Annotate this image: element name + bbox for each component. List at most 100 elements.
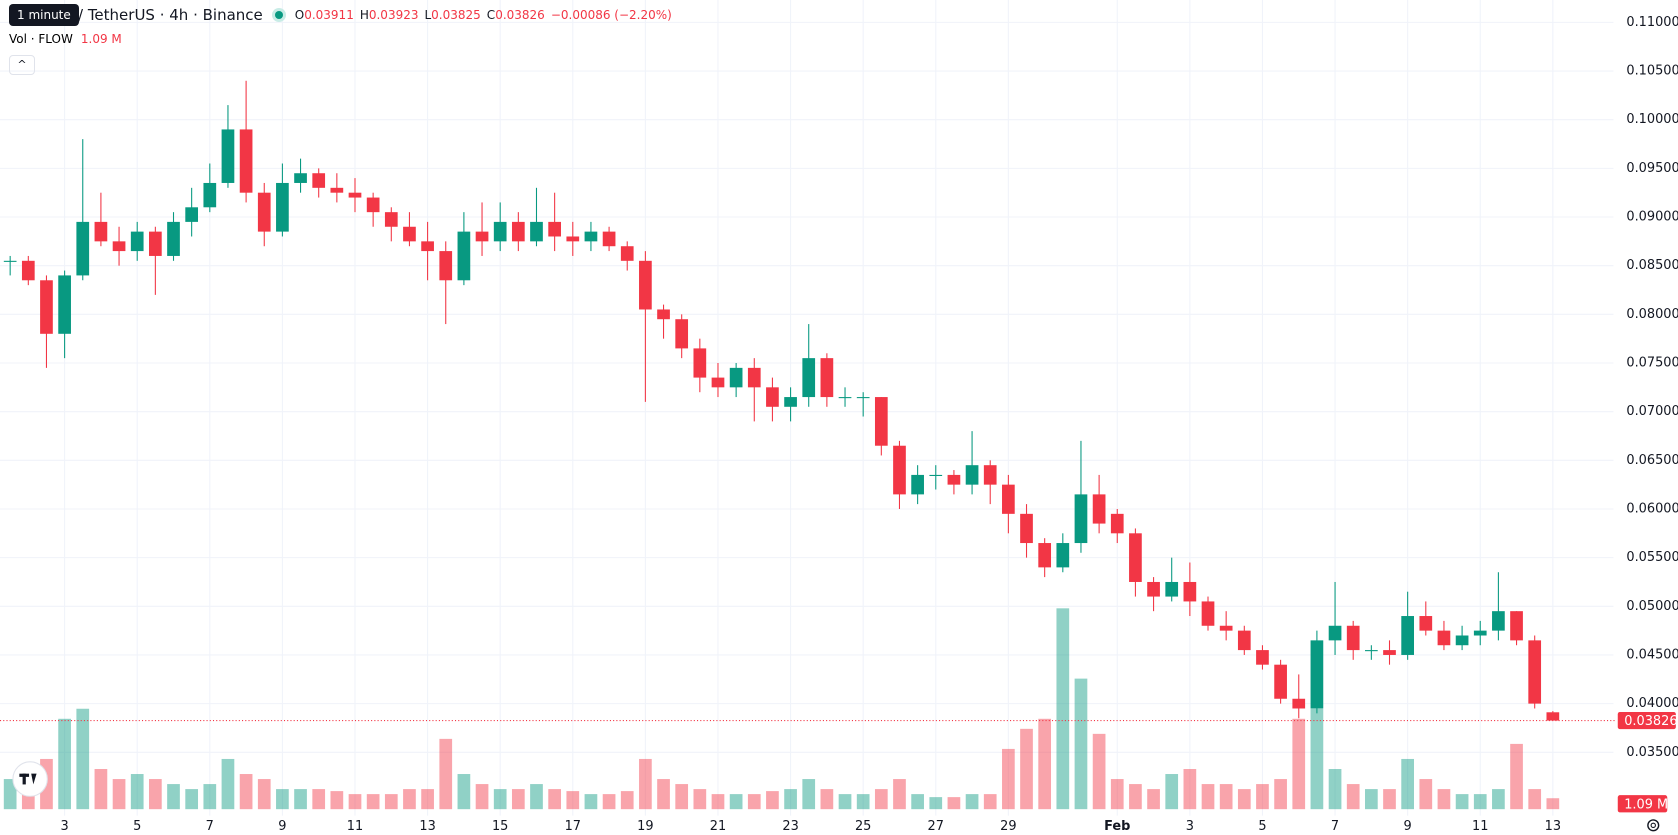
candle-body [747, 367, 761, 388]
y-tick-label: 0.07000 [1626, 404, 1678, 419]
candle-body [221, 129, 235, 183]
price-badge-label: 0.03826 [1624, 714, 1677, 729]
volume-badge [1617, 795, 1668, 813]
volume-bar [584, 794, 598, 810]
candle-body [1473, 630, 1487, 636]
volume-bar [1292, 718, 1306, 810]
symbol: / TetherUS · 4h · Binance [78, 6, 263, 24]
volume-bar [947, 797, 961, 810]
volume-bar [820, 789, 834, 810]
candle-body [784, 397, 797, 407]
candle-body [1038, 543, 1052, 568]
candle-body [820, 358, 834, 398]
candle-body [493, 221, 507, 242]
candle-body [1510, 611, 1523, 641]
x-tick-label: 25 [855, 819, 871, 834]
volume-bar [639, 758, 652, 810]
x-tick-label: 11 [1472, 819, 1488, 834]
volume-bar [1401, 758, 1415, 810]
candle-body [76, 221, 90, 276]
y-tick-label: 0.10500 [1626, 64, 1678, 79]
candle-body [21, 260, 35, 281]
volume-bar [747, 794, 761, 810]
x-tick-label: 9 [1404, 819, 1412, 834]
ohlc-letter: L [424, 8, 432, 22]
volume-bar [1129, 784, 1142, 810]
candle-body [983, 465, 997, 485]
volume-title: Vol · FLOW [9, 32, 73, 46]
candle-body [294, 173, 307, 183]
volume-bar [1219, 784, 1233, 810]
candle-body [911, 474, 924, 495]
candle-body [3, 260, 17, 262]
candle-body [639, 260, 652, 310]
candle-body [475, 231, 489, 242]
settings-icon[interactable] [1647, 819, 1660, 832]
y-tick-label: 0.06000 [1626, 501, 1678, 516]
status-dot [274, 11, 283, 19]
candle-body [874, 397, 888, 446]
volume-bar [58, 718, 71, 810]
ohlc-letter: H [359, 8, 369, 22]
x-tick-label: 17 [565, 819, 581, 834]
volume-bar [384, 794, 398, 810]
volume-bar [566, 791, 580, 810]
candle-body [1455, 635, 1469, 646]
candle-body [1092, 494, 1106, 524]
candle-body [838, 397, 852, 399]
volume-bar [149, 779, 162, 810]
candle-body [1328, 625, 1342, 641]
volume-bar [530, 784, 543, 810]
candle-body [1183, 581, 1197, 602]
volume-bar [457, 774, 471, 810]
volume-bar [511, 789, 525, 810]
volume-bar [893, 779, 906, 810]
volume-bar [1455, 794, 1469, 810]
volume-bar [475, 784, 489, 810]
volume-bar [130, 774, 144, 810]
candle-body [1129, 533, 1142, 582]
candle-body [856, 397, 870, 399]
candle-body [276, 182, 289, 232]
candle-body [1165, 581, 1179, 597]
price-badge [1617, 711, 1676, 730]
volume-bar [1346, 784, 1360, 810]
volume-bar [729, 794, 743, 810]
candle-body [548, 221, 561, 237]
candle-body [40, 280, 53, 334]
volume-bar [657, 779, 670, 810]
y-tick-label: 0.07500 [1626, 355, 1678, 370]
candle-body [403, 226, 416, 242]
volume-bar [1092, 733, 1106, 810]
volume-bar [1328, 769, 1342, 810]
y-tick-label: 0.09500 [1626, 161, 1678, 176]
volume-bar [1383, 789, 1396, 810]
candle-body [1020, 513, 1033, 544]
volume-bar [1546, 798, 1560, 810]
x-tick-label: 3 [1186, 819, 1194, 834]
candle-body [893, 445, 906, 495]
volume-bar [1201, 784, 1215, 810]
volume-badge-label: 1.09 M [1624, 797, 1668, 812]
volume-bar [1364, 789, 1378, 810]
volume-bar [94, 769, 108, 810]
volume-bar [802, 779, 816, 810]
candle-body [94, 221, 108, 242]
candle-body [1401, 616, 1415, 655]
candle-body [112, 241, 126, 252]
volume-bar [1074, 678, 1088, 810]
ohlc-value: 0.03911 [304, 8, 354, 22]
candle-body [1274, 664, 1287, 699]
y-tick-label: 0.05500 [1626, 550, 1678, 565]
volume-bar [112, 779, 126, 810]
candle-body [947, 474, 961, 485]
volume-bar [1528, 789, 1542, 810]
candle-body [511, 221, 525, 242]
volume-bar [1492, 789, 1505, 810]
x-tick-label: 3 [61, 819, 69, 834]
x-tick-label: 19 [637, 819, 653, 834]
collapse-button[interactable]: ^ [9, 55, 35, 75]
x-tick-label: 5 [1258, 819, 1266, 834]
